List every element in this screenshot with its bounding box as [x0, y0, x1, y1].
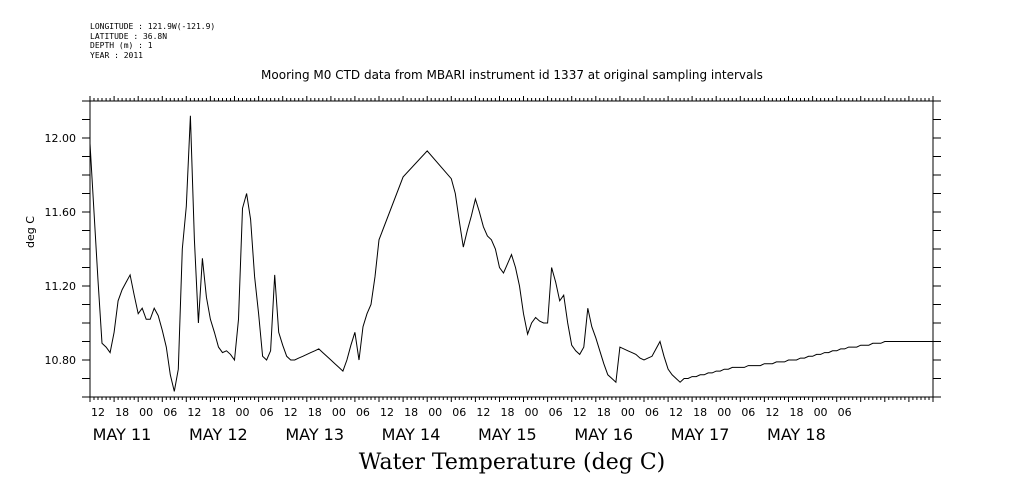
x-hour-label: 06 — [645, 406, 659, 419]
x-hour-label: 00 — [717, 406, 731, 419]
y-tick-label: 11.20 — [45, 280, 77, 293]
y-tick-label: 10.80 — [45, 354, 77, 367]
x-hour-label: 18 — [115, 406, 129, 419]
temperature-series-line — [89, 115, 933, 392]
x-hour-label: 12 — [91, 406, 105, 419]
x-day-label: MAY 12 — [189, 425, 248, 444]
chart-title: Mooring M0 CTD data from MBARI instrumen… — [261, 68, 763, 82]
x-hour-label: 00 — [621, 406, 635, 419]
x-hour-label: 18 — [404, 406, 418, 419]
x-hour-label: 18 — [597, 406, 611, 419]
x-hour-label: 06 — [163, 406, 177, 419]
x-day-label: MAY 15 — [478, 425, 537, 444]
x-day-label: MAY 16 — [574, 425, 633, 444]
x-hour-label: 12 — [573, 406, 587, 419]
x-day-label: MAY 11 — [93, 425, 152, 444]
y-tick-label: 12.00 — [45, 132, 77, 145]
x-hour-label: 18 — [308, 406, 322, 419]
x-hour-label: 12 — [380, 406, 394, 419]
x-hour-label: 06 — [452, 406, 466, 419]
y-tick-label: 11.60 — [45, 206, 77, 219]
x-day-label: MAY 17 — [671, 425, 730, 444]
x-hour-label: 06 — [260, 406, 274, 419]
x-day-label: MAY 18 — [767, 425, 826, 444]
x-hour-label: 00 — [814, 406, 828, 419]
plot-frame — [89, 100, 934, 398]
longitude-label: LONGITUDE : 121.9W(-121.9) — [90, 22, 216, 31]
x-day-label: MAY 13 — [285, 425, 344, 444]
station-metadata: LONGITUDE : 121.9W(-121.9) LATITUDE : 36… — [90, 22, 215, 60]
x-hour-label: 06 — [549, 406, 563, 419]
x-hour-label: 18 — [789, 406, 803, 419]
x-day-label: MAY 14 — [382, 425, 441, 444]
x-hour-label: 00 — [332, 406, 346, 419]
x-hour-label: 12 — [187, 406, 201, 419]
x-axis-label: Water Temperature (deg C) — [358, 450, 666, 475]
x-hour-label: 12 — [476, 406, 490, 419]
x-hour-label: 06 — [741, 406, 755, 419]
x-hour-label: 00 — [236, 406, 250, 419]
x-hour-label: 18 — [500, 406, 514, 419]
x-hour-label: 12 — [669, 406, 683, 419]
latitude-label: LATITUDE : 36.8N — [90, 31, 168, 41]
x-hour-label: 12 — [284, 406, 298, 419]
x-hour-label: 12 — [765, 406, 779, 419]
x-hour-label: 00 — [139, 406, 153, 419]
x-hour-label: 00 — [428, 406, 442, 419]
x-hour-label: 18 — [693, 406, 707, 419]
x-hour-label: 06 — [356, 406, 370, 419]
x-hour-label: 06 — [838, 406, 852, 419]
x-hour-label: 00 — [525, 406, 539, 419]
x-hour-label: 18 — [211, 406, 225, 419]
depth-label: DEPTH (m) : 1 — [90, 41, 153, 50]
year-label: YEAR : 2011 — [90, 50, 143, 60]
